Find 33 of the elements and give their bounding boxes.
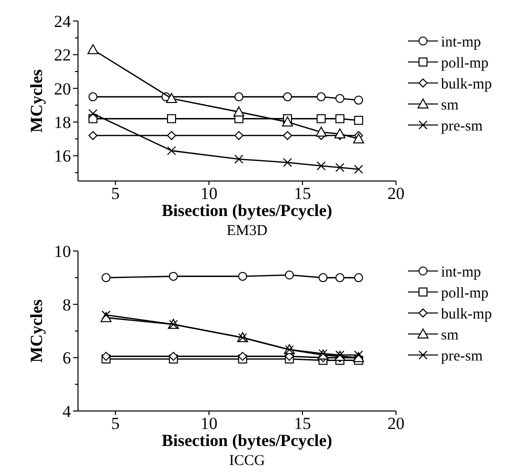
y-tick-label: 16 bbox=[54, 146, 71, 166]
x-tick-label: 15 bbox=[294, 184, 311, 203]
y-tick-label: 10 bbox=[54, 242, 71, 261]
legend-label: pre-sm bbox=[441, 118, 483, 134]
y-tick-label: 20 bbox=[54, 79, 71, 98]
x-tick-label: 10 bbox=[200, 184, 218, 203]
y-tick-label: 24 bbox=[54, 12, 72, 31]
y-axis-title: MCycles bbox=[27, 68, 46, 133]
y-tick-label: 18 bbox=[54, 113, 71, 132]
legend-label: bulk-mp bbox=[441, 76, 492, 92]
x-tick-label: 20 bbox=[388, 184, 404, 203]
legend-label: poll-mp bbox=[441, 55, 488, 72]
x-axis-title: Bisection (bytes/Pcycle) bbox=[162, 201, 332, 220]
legend-label: sm bbox=[441, 327, 459, 344]
legend-label: sm bbox=[441, 97, 459, 114]
x-tick-label: 10 bbox=[200, 414, 218, 433]
y-axis-title: MCycles bbox=[27, 298, 46, 363]
y-tick-label: 6 bbox=[62, 348, 71, 368]
x-axis-title: Bisection (bytes/Pcycle) bbox=[162, 431, 332, 450]
x-tick-label: 5 bbox=[111, 414, 120, 433]
x-tick-label: 15 bbox=[294, 414, 311, 433]
y-tick-label: 4 bbox=[62, 402, 72, 421]
text: EM3D bbox=[226, 223, 268, 239]
y-tick-label: 22 bbox=[54, 46, 71, 65]
x-tick-label: 5 bbox=[111, 184, 120, 203]
legend-label: int-mp bbox=[441, 34, 481, 50]
legend-label: pre-sm bbox=[441, 348, 483, 364]
text: ICCG bbox=[229, 453, 266, 469]
legend-label: int-mp bbox=[441, 264, 481, 280]
x-tick-label: 20 bbox=[388, 414, 404, 433]
y-tick-label: 8 bbox=[62, 295, 71, 314]
legend-label: bulk-mp bbox=[441, 306, 492, 322]
legend-label: poll-mp bbox=[441, 285, 488, 302]
